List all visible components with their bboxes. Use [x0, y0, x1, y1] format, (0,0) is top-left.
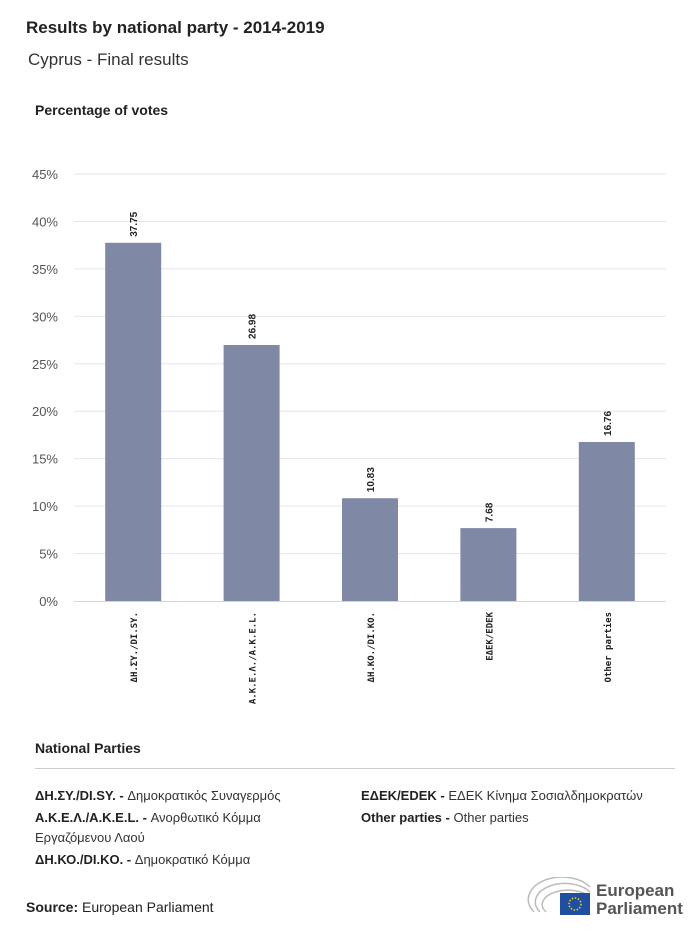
bar	[105, 242, 162, 602]
data-label: 37.75	[129, 211, 140, 236]
legend-item: A.K.E.Λ./A.K.E.L. - Ανορθωτικό Κόμμα Εργ…	[35, 810, 261, 845]
y-tick-label: 30%	[32, 309, 58, 324]
source-note: Source: European Parliament	[26, 899, 214, 915]
legend-item: Other parties - Other parties	[361, 810, 529, 825]
x-tick-label: ΔΗ.ΚΟ./DI.KO.	[367, 612, 377, 682]
bar	[578, 441, 635, 601]
bar-chart: 0% 5% 10% 15% 20% 25% 30% 35% 40% 45% 37.75 ΔΗ.ΣΥ./…	[32, 167, 666, 704]
data-label: 26.98	[248, 314, 259, 339]
data-label: 16.76	[603, 411, 614, 436]
x-tick-label: ΕΔΕΚ/EDEK	[485, 611, 495, 660]
y-tick-label: 5%	[39, 547, 58, 562]
y-tick-label: 25%	[32, 357, 58, 372]
data-label: 10.83	[366, 467, 377, 492]
chart-subtitle: Cyprus - Final results	[28, 50, 189, 69]
y-tick-label: 0%	[39, 594, 58, 609]
bar	[342, 498, 398, 601]
x-tick-label: Other parties	[603, 612, 614, 682]
y-tick-label: 15%	[32, 452, 58, 467]
y-tick-label: 35%	[32, 262, 58, 277]
bar	[223, 344, 280, 601]
y-tick-label: 20%	[32, 404, 58, 419]
legend-divider	[35, 768, 675, 769]
x-tick-label: A.K.E.Λ./A.K.E.L.	[249, 612, 259, 704]
legend-item: ΔΗ.ΣΥ./DI.SY. - Δημοκρατικός Συναγερμός	[35, 788, 281, 803]
logo-text: European Parliament	[596, 881, 683, 918]
legend-item: ΔΗ.ΚΟ./DI.KO. - Δημοκρατικό Κόμμα	[35, 852, 251, 867]
bar	[460, 528, 517, 601]
data-label: 7.68	[484, 502, 495, 522]
y-tick-label: 10%	[32, 499, 58, 514]
legend-title: National Parties	[35, 740, 141, 756]
y-tick-label: 40%	[32, 214, 58, 229]
chart-title: Results by national party - 2014-2019	[26, 18, 325, 37]
european-parliament-logo	[527, 877, 591, 915]
x-tick-label: ΔΗ.ΣΥ./DI.SY.	[130, 612, 140, 682]
legend-item: ΕΔΕΚ/EDEK - ΕΔΕΚ Κίνημα Σοσιαλδημοκρατών	[361, 788, 643, 803]
y-axis-label: Percentage of votes	[35, 102, 169, 118]
y-tick-label: 45%	[32, 167, 58, 182]
